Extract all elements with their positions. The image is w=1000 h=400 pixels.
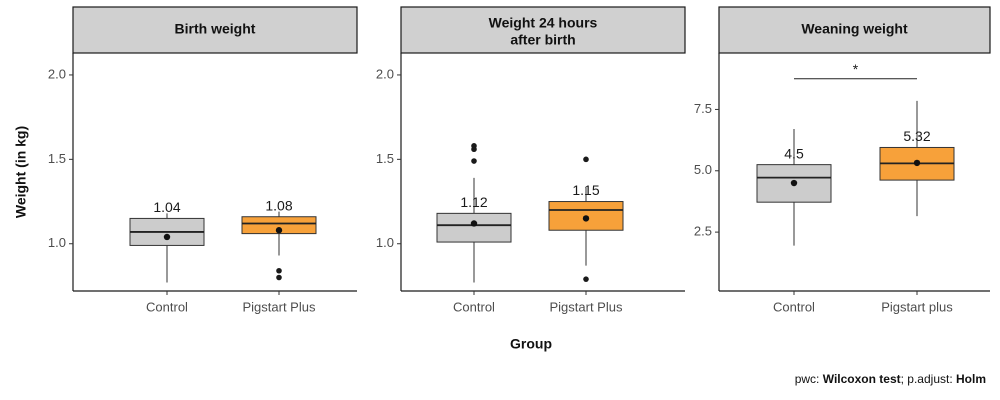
- mean-point: [163, 233, 171, 241]
- mean-label: 1.12: [460, 194, 487, 210]
- x-tick-label: Pigstart Plus: [550, 299, 623, 314]
- panel-strip: [400, 6, 686, 54]
- y-tick-label: 5.0: [694, 162, 712, 177]
- outlier-point: [276, 267, 282, 274]
- mean-label: 5.32: [903, 128, 930, 144]
- y-tick-label: 2.0: [376, 66, 394, 81]
- caption: pwc: Wilcoxon test; p.adjust: Holm: [794, 372, 986, 386]
- x-tick-label: Control: [773, 299, 815, 314]
- x-tick-label: Pigstart Plus: [243, 299, 316, 314]
- outlier-point: [583, 276, 589, 282]
- x-tick-label: Control: [453, 299, 495, 314]
- y-tick-label: 1.5: [48, 151, 66, 166]
- y-tick-label: 1.0: [376, 235, 394, 250]
- mean-label: 1.04: [153, 199, 180, 215]
- panel-title: after birth: [510, 32, 575, 48]
- mean-point: [275, 227, 283, 234]
- box: [436, 212, 512, 243]
- y-tick-label: 7.5: [694, 101, 712, 116]
- x-tick-label: Control: [146, 299, 188, 314]
- y-tick-label: 2.5: [694, 224, 712, 239]
- panel-title: Weight 24 hours: [489, 15, 598, 31]
- y-tick-label: 2.0: [48, 66, 66, 81]
- mean-point: [470, 220, 478, 227]
- box: [548, 201, 624, 231]
- panel-title: Birth weight: [175, 21, 256, 37]
- outlier-point: [471, 143, 477, 149]
- y-tick-label: 1.0: [48, 235, 66, 250]
- mean-label: 1.08: [265, 197, 292, 213]
- panel-title: Weaning weight: [801, 21, 908, 37]
- mean-point: [913, 159, 921, 167]
- x-axis-title: Group: [510, 336, 552, 352]
- panel-strip: [72, 6, 358, 54]
- significance-label: *: [853, 61, 859, 77]
- panel-strip: [718, 6, 991, 54]
- y-tick-label: 1.5: [376, 151, 394, 166]
- mean-label: 1.15: [572, 182, 599, 198]
- outlier-point: [471, 158, 477, 164]
- outlier-point: [583, 156, 589, 163]
- mean-point: [582, 215, 590, 222]
- box: [241, 216, 317, 235]
- y-axis-title: Weight (in kg): [13, 126, 29, 218]
- mean-label: 4.5: [784, 145, 804, 161]
- mean-point: [790, 179, 798, 187]
- x-tick-label: Pigstart plus: [881, 299, 953, 314]
- outlier-point: [276, 274, 282, 281]
